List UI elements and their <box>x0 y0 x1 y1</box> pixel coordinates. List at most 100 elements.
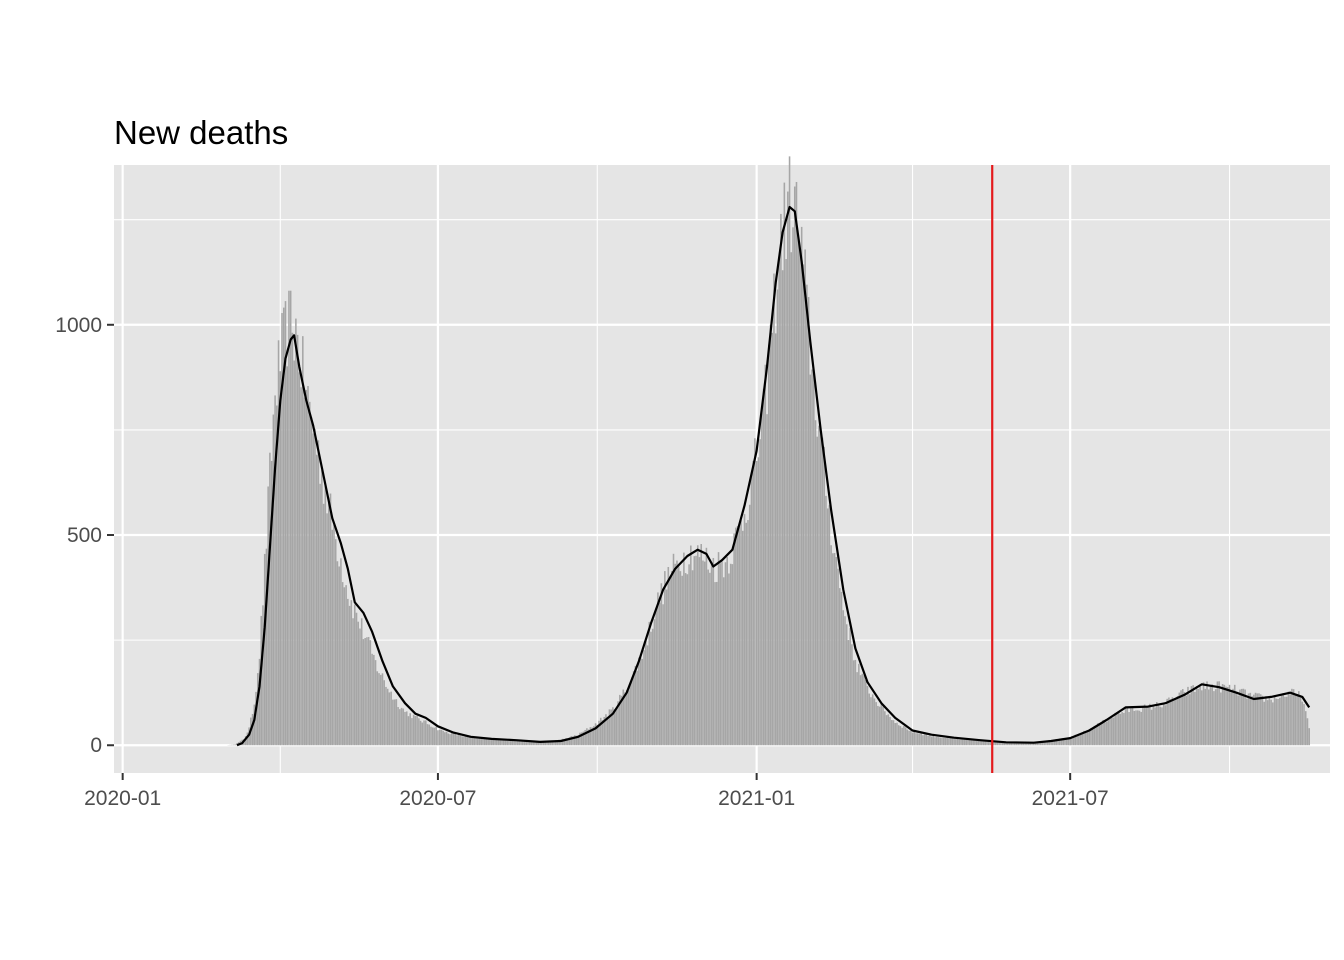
daily-bar <box>740 520 742 746</box>
daily-bar <box>806 284 808 746</box>
daily-bar <box>537 741 540 746</box>
daily-bar <box>956 738 959 746</box>
daily-bar <box>1256 693 1259 746</box>
daily-bar <box>532 740 534 746</box>
daily-bar <box>1223 684 1226 746</box>
daily-bar <box>1168 697 1170 746</box>
daily-bar <box>845 624 848 746</box>
daily-bar <box>393 699 396 746</box>
daily-bar <box>795 181 798 746</box>
daily-bar <box>388 692 391 746</box>
daily-bar <box>262 605 264 746</box>
daily-bar <box>1136 710 1139 746</box>
daily-bar <box>490 739 493 746</box>
daily-bar <box>444 732 446 746</box>
daily-bar <box>816 436 819 746</box>
daily-bar <box>580 732 583 746</box>
daily-bar <box>818 425 820 746</box>
daily-bar <box>1140 711 1142 746</box>
daily-bar <box>887 714 890 746</box>
x-tick-label: 2021-07 <box>1032 787 1109 810</box>
daily-bar <box>334 539 337 746</box>
daily-bar <box>1232 688 1234 746</box>
daily-bar <box>1069 738 1071 746</box>
daily-bar <box>882 706 884 746</box>
daily-bar <box>1227 687 1229 746</box>
daily-bar <box>347 598 349 746</box>
daily-bar <box>1109 718 1111 746</box>
daily-bar <box>502 739 505 746</box>
daily-bar <box>960 738 962 746</box>
daily-bar <box>1239 689 1241 746</box>
daily-bar <box>255 691 257 746</box>
daily-bar <box>483 738 486 746</box>
daily-bar <box>341 582 344 746</box>
daily-bar <box>726 556 728 746</box>
daily-bar <box>579 732 581 746</box>
daily-bar <box>908 730 910 746</box>
daily-bar <box>974 740 976 746</box>
daily-bar <box>1104 722 1106 746</box>
daily-bar <box>291 332 294 746</box>
daily-bar <box>412 714 415 746</box>
daily-bar <box>610 709 612 746</box>
daily-bar <box>1088 730 1091 746</box>
daily-bar <box>563 738 566 746</box>
daily-bar <box>1022 742 1025 746</box>
daily-bar <box>426 724 429 746</box>
daily-bar <box>613 709 616 746</box>
axes: 0 500 1000 2020-01 2020-07 2021-01 2021-07 <box>55 314 1108 810</box>
daily-bar <box>963 739 966 746</box>
daily-bar <box>1220 692 1222 746</box>
daily-bar <box>731 564 734 746</box>
daily-bar <box>698 557 701 746</box>
daily-bar <box>1164 705 1167 746</box>
daily-bar <box>844 616 846 746</box>
daily-bar <box>1270 699 1272 746</box>
daily-bar <box>1237 695 1239 746</box>
daily-bar <box>1246 698 1248 746</box>
daily-bar <box>1138 710 1141 746</box>
daily-bar <box>989 741 992 746</box>
daily-bar <box>1278 697 1281 746</box>
daily-bar <box>658 602 661 746</box>
daily-bar <box>1207 689 1210 746</box>
daily-bar <box>598 720 600 746</box>
daily-bar <box>961 739 964 746</box>
daily-bar <box>736 526 739 746</box>
daily-bar <box>1007 741 1009 746</box>
daily-bar <box>310 417 313 746</box>
daily-bar <box>754 438 756 746</box>
daily-bar <box>800 226 803 746</box>
daily-bar <box>776 289 779 746</box>
daily-bar <box>470 737 472 746</box>
daily-bar <box>589 727 592 746</box>
daily-bar <box>492 739 495 746</box>
daily-bar <box>1259 694 1262 746</box>
daily-bar <box>1195 686 1198 746</box>
daily-bar <box>606 716 609 746</box>
daily-bar <box>662 604 664 746</box>
daily-bar <box>839 588 841 746</box>
daily-bar <box>1240 688 1243 746</box>
daily-bar <box>548 741 550 746</box>
daily-bar <box>523 740 526 746</box>
daily-bar <box>866 685 869 746</box>
daily-bar <box>657 592 659 746</box>
daily-bar <box>1175 698 1177 746</box>
daily-bar <box>1268 697 1271 746</box>
daily-bar <box>653 619 656 746</box>
daily-bar <box>1162 703 1165 746</box>
daily-bar <box>525 741 528 746</box>
daily-bar <box>1235 692 1238 746</box>
daily-bar <box>1176 696 1179 746</box>
daily-bar <box>1083 730 1085 746</box>
daily-bar <box>762 388 765 746</box>
daily-bar <box>745 522 748 746</box>
daily-bar <box>1012 742 1014 746</box>
daily-bar <box>764 364 767 746</box>
daily-bar <box>449 734 451 746</box>
daily-bar <box>864 680 867 746</box>
daily-bar <box>1131 706 1134 746</box>
